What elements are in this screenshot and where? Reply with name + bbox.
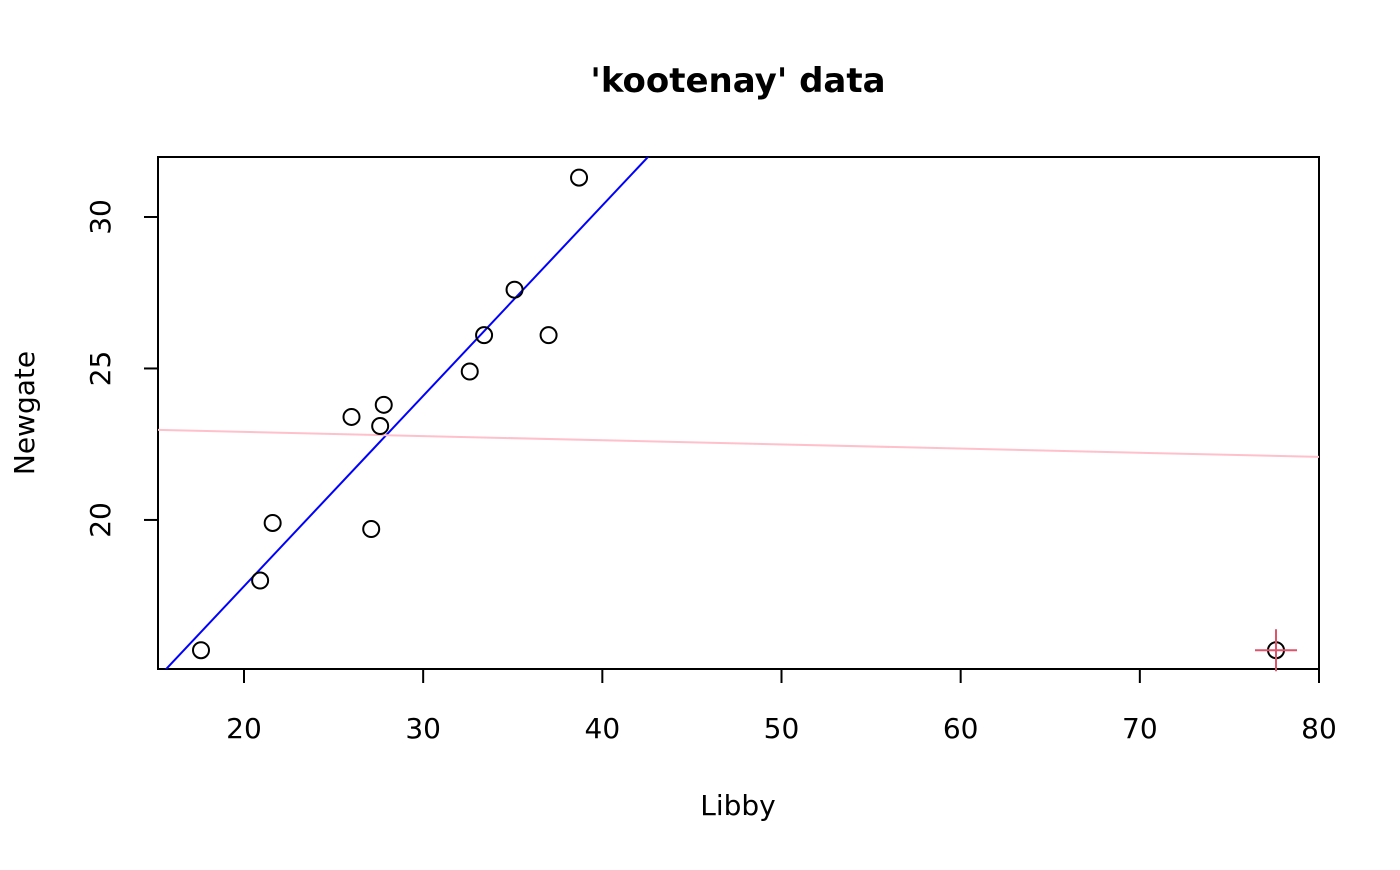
point (251, 571, 270, 590)
point (505, 280, 524, 299)
point (539, 326, 558, 345)
y-tick-label: 25 (84, 351, 117, 387)
fit-line (164, 157, 650, 669)
x-tick-label: 50 (764, 712, 800, 745)
chart-title: 'kootenay' data (590, 61, 885, 101)
x-tick-label: 60 (943, 712, 979, 745)
x-tick-label: 20 (226, 712, 262, 745)
point (263, 513, 282, 532)
plot-frame (157, 156, 1320, 670)
y-tick-label: 30 (84, 199, 117, 235)
plot-area (158, 157, 1319, 669)
x-tick-label: 40 (585, 712, 621, 745)
y-tick-label: 20 (84, 502, 117, 538)
point (362, 520, 381, 539)
fit-line (158, 428, 1319, 458)
point (475, 326, 494, 345)
x-tick-label: 30 (405, 712, 441, 745)
point (460, 362, 479, 381)
x-tick-label: 80 (1301, 712, 1337, 745)
outlier-marker (1255, 629, 1297, 672)
point (371, 417, 390, 436)
x-axis-label: Libby (700, 789, 776, 822)
point (192, 641, 210, 660)
point (570, 168, 589, 187)
point (374, 395, 393, 414)
x-tick-label: 70 (1122, 712, 1158, 745)
point (342, 407, 361, 426)
y-axis-label: Newgate (8, 351, 41, 475)
